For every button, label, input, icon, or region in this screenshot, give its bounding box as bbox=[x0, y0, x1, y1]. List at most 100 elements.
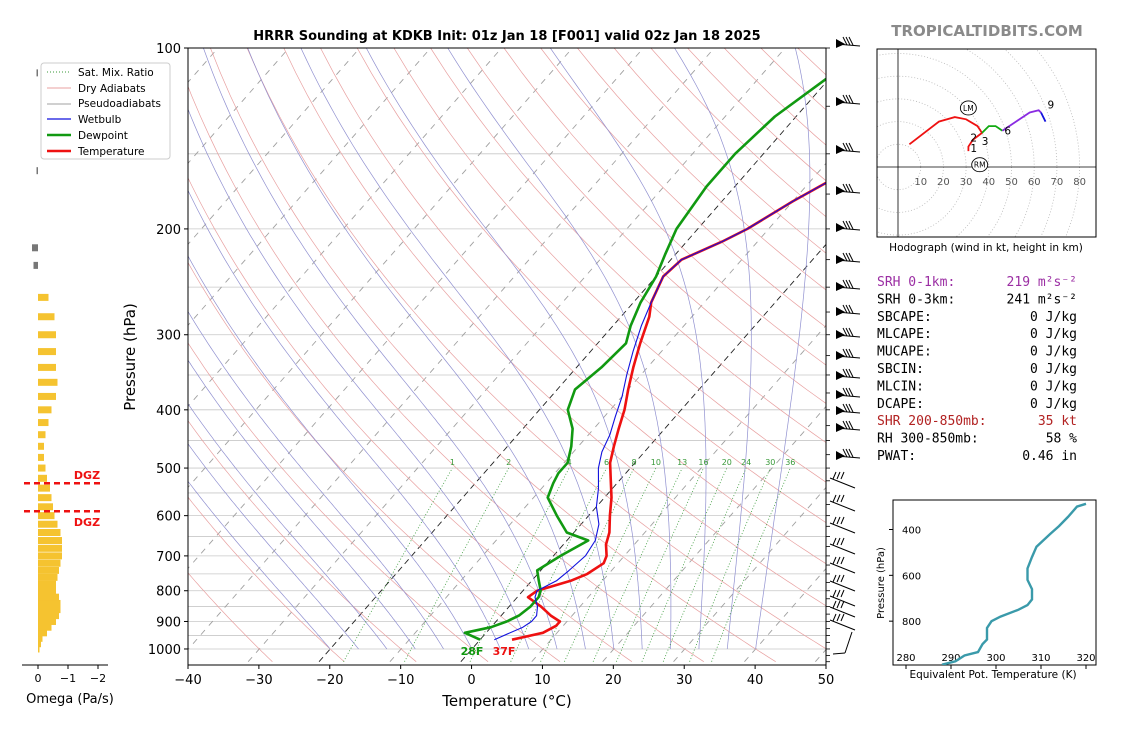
omega-bar bbox=[38, 419, 49, 427]
omega-bar bbox=[38, 512, 55, 520]
isotherm bbox=[815, 648, 826, 663]
wind-barb bbox=[835, 94, 861, 106]
omega-bar bbox=[38, 617, 56, 625]
omega-bar bbox=[38, 293, 49, 301]
dry-adiabat bbox=[356, 48, 826, 524]
hodograph-trace bbox=[1040, 112, 1047, 122]
pseudoadiabat bbox=[188, 108, 530, 650]
wind-barb bbox=[835, 387, 861, 399]
index-value: 0 J/kg bbox=[1030, 397, 1077, 412]
omega-bar bbox=[38, 431, 46, 439]
theta-e-y-axis-title: Pressure (hPa) bbox=[876, 547, 887, 619]
hodograph-height-label: 9 bbox=[1048, 100, 1055, 112]
x-tick-label: −20 bbox=[316, 673, 343, 688]
omega-bar bbox=[38, 629, 47, 637]
omega-bar bbox=[38, 537, 62, 545]
mixing-ratio-label: 36 bbox=[785, 458, 795, 467]
hodograph-ring-label: 20 bbox=[937, 177, 950, 188]
omega-bar bbox=[38, 640, 41, 648]
omega-bar bbox=[38, 606, 61, 614]
index-value: 219 m²s⁻² bbox=[1007, 275, 1077, 290]
omega-bar bbox=[38, 464, 46, 472]
mixing-ratio-label: 1 bbox=[450, 458, 455, 467]
y-tick-label: 700 bbox=[156, 550, 181, 565]
x-tick-label: 20 bbox=[605, 673, 622, 688]
mixing-ratio-label: 10 bbox=[651, 458, 661, 467]
index-label: SRH 0-1km: bbox=[877, 275, 955, 290]
mixing-ratio-line bbox=[469, 467, 570, 662]
legend-item-dry-adiabats: Dry Adiabats bbox=[78, 83, 146, 95]
mixing-ratio-line bbox=[510, 467, 607, 662]
omega-bar bbox=[38, 623, 52, 631]
omega-bar bbox=[36, 167, 38, 175]
hodograph-height-label: 2 bbox=[970, 132, 977, 144]
pseudoadiabat bbox=[188, 480, 331, 650]
pseudoadiabat bbox=[188, 310, 444, 650]
wind-barb bbox=[829, 600, 856, 618]
index-label: MLCAPE: bbox=[877, 327, 932, 342]
indices-table: SRH 0-1km: 219 m²s⁻² SRH 0-3km: 241 m²s⁻² SB… bbox=[877, 275, 1077, 464]
dgz-label-bottom: DGZ bbox=[74, 516, 100, 529]
hodograph-ring-label: 70 bbox=[1051, 177, 1064, 188]
wind-barb bbox=[829, 556, 856, 574]
wind-barb bbox=[835, 448, 861, 460]
dry-adiabat bbox=[320, 48, 826, 565]
storm-motion-label: LM bbox=[963, 104, 974, 113]
wind-barb bbox=[835, 252, 861, 264]
index-value: 0 J/kg bbox=[1030, 345, 1077, 360]
pseudoadiabat bbox=[300, 48, 615, 650]
theta-e-y-tick-label: 600 bbox=[902, 571, 921, 582]
omega-tick-label: −2 bbox=[90, 672, 106, 685]
index-label: SRH 0-3km: bbox=[877, 292, 955, 307]
theta-e-axis-title: Equivalent Pot. Temperature (K) bbox=[909, 669, 1076, 681]
index-label: PWAT: bbox=[877, 449, 916, 464]
x-tick-label: 30 bbox=[676, 673, 693, 688]
theta-e-x-tick-label: 300 bbox=[986, 653, 1005, 664]
wind-barb bbox=[835, 368, 861, 380]
omega-bar bbox=[38, 484, 50, 492]
series-dewpoint bbox=[463, 77, 826, 641]
wind-barb bbox=[829, 537, 856, 555]
pseudoadiabat bbox=[447, 48, 672, 649]
omega-bar bbox=[38, 612, 59, 620]
chart-title: HRRR Sounding at KDKB Init: 01z Jan 18 [… bbox=[253, 29, 760, 44]
wind-barbs bbox=[829, 36, 861, 655]
skewt-frame bbox=[187, 47, 827, 666]
x-tick-label: −10 bbox=[387, 673, 414, 688]
pseudoadiabat bbox=[365, 48, 643, 650]
dry-adiabat bbox=[246, 48, 826, 650]
y-tick-label: 300 bbox=[156, 329, 181, 344]
isotherm bbox=[247, 48, 786, 663]
theta-e-y-tick-label: 800 bbox=[902, 617, 921, 628]
theta-e-x-tick-label: 310 bbox=[1031, 653, 1050, 664]
wind-barb bbox=[829, 589, 856, 607]
legend-item-pseudoadiabats: Pseudoadiabats bbox=[78, 98, 161, 110]
omega-bar bbox=[32, 244, 38, 252]
index-label: RH 300-850mb: bbox=[877, 432, 979, 447]
pseudoadiabat bbox=[188, 255, 473, 650]
dry-adiabat bbox=[188, 496, 345, 662]
index-value: 0 J/kg bbox=[1030, 362, 1077, 377]
surface-temp-label: 37F bbox=[493, 645, 516, 658]
x-tick-label: 40 bbox=[747, 673, 764, 688]
x-tick-label: 50 bbox=[818, 673, 835, 688]
index-label: SBCAPE: bbox=[877, 310, 932, 325]
y-axis-title: Pressure (hPa) bbox=[121, 303, 139, 411]
dry-adiabat bbox=[760, 48, 826, 111]
omega-bar bbox=[38, 313, 55, 321]
y-tick-label: 400 bbox=[156, 404, 181, 419]
wind-barb bbox=[835, 327, 861, 339]
series-wetbulb bbox=[494, 182, 826, 641]
wind-barb bbox=[835, 403, 861, 415]
hodograph-ring-label: 60 bbox=[1028, 177, 1041, 188]
mixing-ratio-line bbox=[662, 467, 747, 662]
hodograph-frame bbox=[876, 48, 1097, 238]
index-value: 241 m²s⁻² bbox=[1007, 292, 1077, 307]
hodograph-trace bbox=[981, 125, 1003, 134]
mixing-ratio-label: 30 bbox=[765, 458, 775, 467]
omega-bar bbox=[38, 406, 52, 414]
wind-barb bbox=[835, 36, 861, 48]
pseudoadiabat bbox=[203, 48, 558, 650]
isotherm bbox=[318, 81, 826, 663]
